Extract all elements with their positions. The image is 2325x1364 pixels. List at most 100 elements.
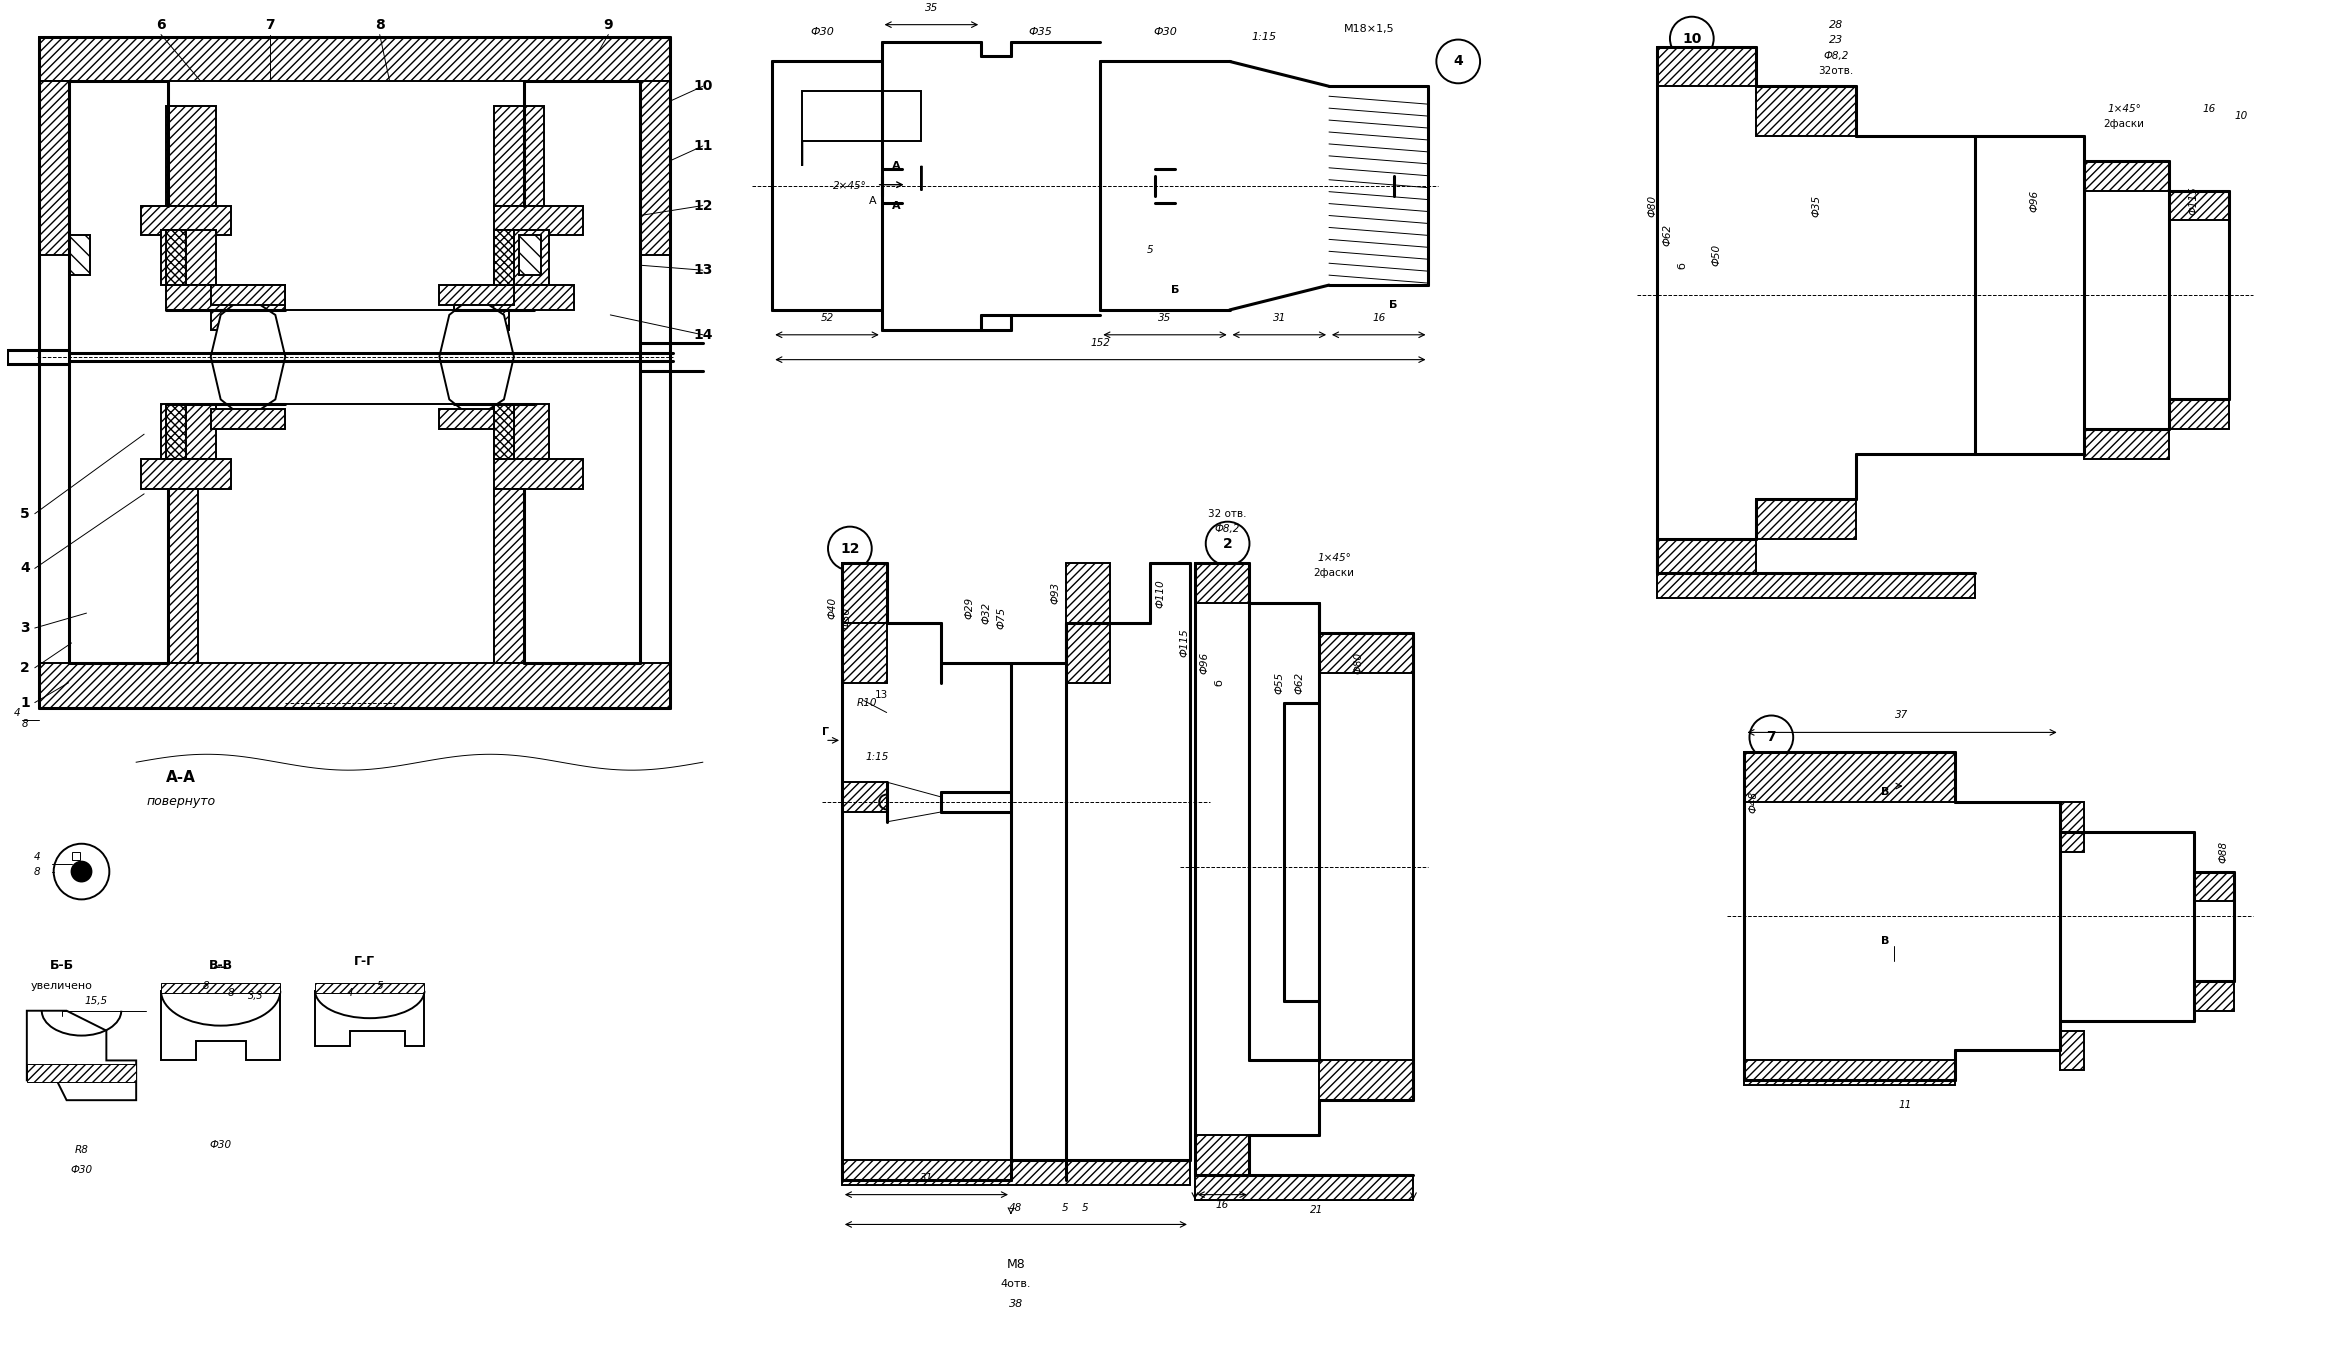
Text: R10: R10 <box>858 697 877 708</box>
Text: 31: 31 <box>1272 312 1286 323</box>
Text: Ф48: Ф48 <box>1748 791 1758 813</box>
Text: 2фаски: 2фаски <box>1314 569 1355 578</box>
Text: 15,5: 15,5 <box>84 996 107 1005</box>
Text: повернуто: повернуто <box>146 795 216 809</box>
Bar <box>639 82 670 255</box>
Text: 1×45°: 1×45° <box>2106 104 2141 115</box>
Bar <box>2169 400 2230 430</box>
Bar <box>439 409 514 430</box>
Text: 35: 35 <box>1158 312 1172 323</box>
Text: Ф96: Ф96 <box>1200 652 1209 674</box>
Text: Ф115: Ф115 <box>2188 187 2199 216</box>
Bar <box>167 488 198 663</box>
Bar <box>802 91 921 140</box>
Bar <box>842 563 886 623</box>
Text: М8: М8 <box>1007 1258 1025 1271</box>
Text: Ф80: Ф80 <box>1646 195 1658 217</box>
Bar <box>493 404 549 460</box>
Polygon shape <box>212 295 286 419</box>
Bar <box>142 460 230 488</box>
Text: Ф50: Ф50 <box>1711 244 1723 266</box>
Bar <box>493 231 549 285</box>
Circle shape <box>72 862 91 881</box>
Bar <box>160 404 216 460</box>
Text: Ф30: Ф30 <box>1153 27 1176 37</box>
Bar <box>453 285 574 310</box>
Text: Ф62: Ф62 <box>1662 224 1672 247</box>
Text: 23: 23 <box>1830 34 1844 45</box>
Bar <box>493 231 514 285</box>
Bar <box>1744 753 1955 802</box>
Text: 2×45°: 2×45° <box>832 180 867 191</box>
Bar <box>142 206 230 236</box>
Text: В: В <box>1881 787 1890 797</box>
Text: 7: 7 <box>1767 730 1776 745</box>
Text: Ф93: Ф93 <box>1051 582 1060 604</box>
Bar <box>165 231 186 285</box>
Text: 3,3: 3,3 <box>249 990 263 1001</box>
Bar <box>842 623 886 683</box>
Text: 4: 4 <box>21 562 30 576</box>
Text: 8: 8 <box>202 981 209 990</box>
Bar <box>2195 981 2234 1011</box>
Text: 16: 16 <box>2202 104 2216 115</box>
Bar <box>165 285 286 310</box>
Bar <box>453 310 509 330</box>
Text: Ф30: Ф30 <box>842 607 851 629</box>
Text: 3: 3 <box>21 621 30 636</box>
Bar <box>316 983 425 993</box>
Text: А-А: А-А <box>165 769 195 784</box>
Bar <box>212 310 265 330</box>
Text: A: A <box>870 195 877 206</box>
Text: A: A <box>893 201 900 210</box>
Polygon shape <box>439 295 514 419</box>
Bar <box>40 663 670 708</box>
Bar <box>40 82 67 255</box>
Text: 21: 21 <box>1311 1204 1323 1214</box>
Text: В-В: В-В <box>209 959 233 973</box>
Bar <box>212 285 286 306</box>
Polygon shape <box>160 990 281 1060</box>
Text: Г-Г: Г-Г <box>353 955 374 967</box>
Text: 32 отв.: 32 отв. <box>1209 509 1246 518</box>
Bar <box>2086 430 2169 460</box>
Text: 11: 11 <box>1900 1101 1911 1110</box>
Bar <box>518 236 542 276</box>
Text: 1:15: 1:15 <box>865 753 888 762</box>
Text: б: б <box>1214 679 1225 686</box>
Text: Ф88: Ф88 <box>2218 840 2230 863</box>
Bar <box>1744 1060 1955 1086</box>
Text: Ф8,2: Ф8,2 <box>1216 524 1239 533</box>
Text: 12: 12 <box>839 542 860 555</box>
Bar <box>1065 563 1111 623</box>
Bar <box>842 1159 1190 1185</box>
Bar <box>212 409 286 430</box>
Bar <box>1318 1060 1414 1101</box>
Bar <box>493 460 584 488</box>
Bar <box>165 404 186 460</box>
Text: 2: 2 <box>1223 536 1232 551</box>
Text: Б: Б <box>1172 285 1179 295</box>
Text: 5: 5 <box>377 981 384 990</box>
Text: 2фаски: 2фаски <box>2104 119 2144 130</box>
Text: 10: 10 <box>2234 110 2248 121</box>
Text: Ф80: Ф80 <box>1353 652 1365 674</box>
Text: 48: 48 <box>1009 1203 1023 1213</box>
Text: 37: 37 <box>1895 711 1909 720</box>
Bar <box>493 488 523 663</box>
Text: 1: 1 <box>21 696 30 709</box>
Text: 8: 8 <box>374 18 384 31</box>
Bar <box>160 983 281 993</box>
Polygon shape <box>28 1011 137 1101</box>
Text: M18×1,5: M18×1,5 <box>1344 23 1395 34</box>
Bar <box>2060 1031 2086 1071</box>
Bar <box>2086 161 2169 191</box>
Text: Ф96: Ф96 <box>2030 190 2039 211</box>
Bar <box>1065 623 1111 683</box>
Bar <box>72 851 79 859</box>
Text: 16: 16 <box>1372 312 1386 323</box>
Circle shape <box>53 844 109 899</box>
Text: 8: 8 <box>228 988 235 998</box>
Text: Ф30: Ф30 <box>209 1140 233 1150</box>
Text: 13: 13 <box>693 263 711 277</box>
